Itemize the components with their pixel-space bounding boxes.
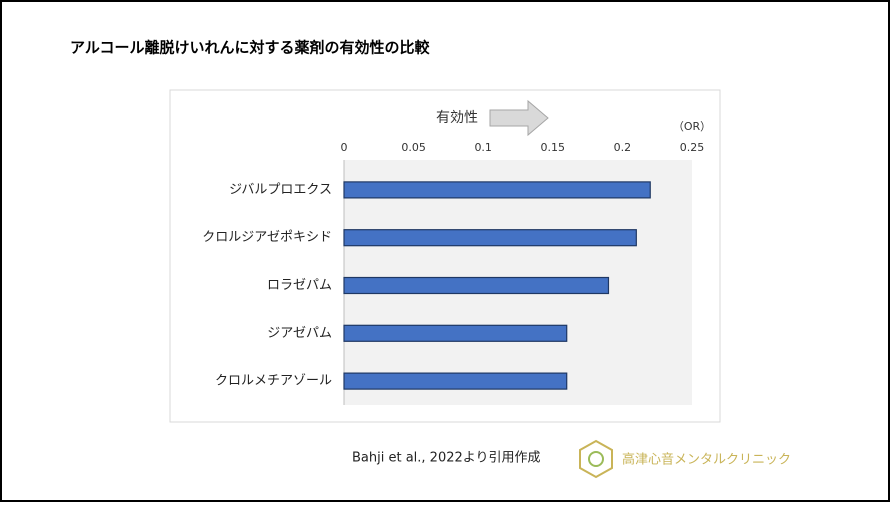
- logo-icon: [579, 439, 613, 479]
- unit-label: （OR）: [673, 120, 711, 133]
- x-tick-label: 0.2: [614, 141, 632, 154]
- y-tick-label: ジアゼパム: [267, 326, 332, 341]
- y-tick-label: クロルメチアゾール: [215, 374, 332, 389]
- y-tick-label: ロラゼパム: [267, 278, 332, 293]
- arrow-label: 有効性: [436, 110, 478, 126]
- chart-title: アルコール離脱けいれんに対する薬剤の有効性の比較: [70, 39, 431, 57]
- source-note: Bahji et al., 2022より引用作成: [352, 451, 541, 466]
- bar: [343, 181, 651, 199]
- logo-mark: [588, 451, 604, 467]
- bar: [343, 372, 568, 390]
- x-tick-label: 0.1: [474, 141, 492, 154]
- bar: [343, 229, 637, 247]
- clinic-name: 高津心音メンタルクリニック: [622, 452, 791, 468]
- y-tick-label: ジバルプロエクス: [229, 182, 332, 197]
- x-tick-label: 0.15: [541, 141, 566, 154]
- bar: [343, 324, 568, 342]
- logo-hexagon: [579, 439, 613, 479]
- direction-arrow: [489, 99, 549, 137]
- x-tick-label: 0: [341, 141, 348, 154]
- x-tick-label: 0.05: [401, 141, 426, 154]
- y-tick-label: クロルジアゼポキシド: [202, 230, 332, 245]
- bar: [343, 276, 610, 295]
- x-tick-label: 0.25: [680, 141, 705, 154]
